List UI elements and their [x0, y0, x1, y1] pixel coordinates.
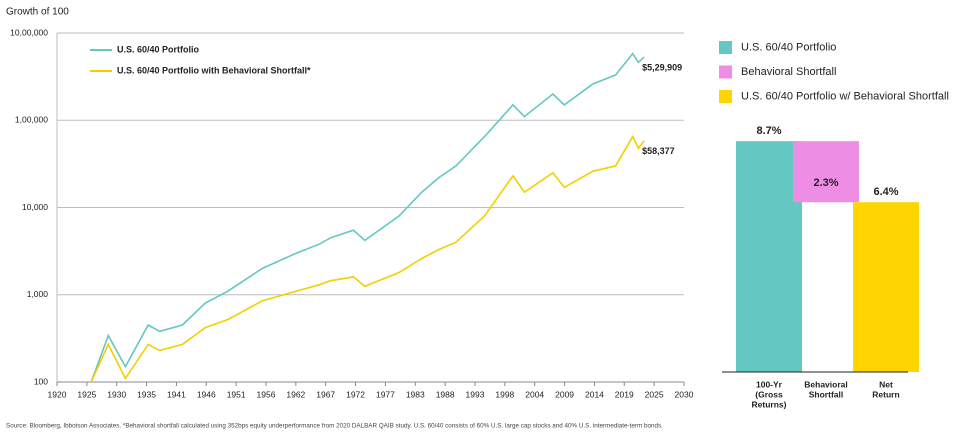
- y-tick-label: 10,000: [22, 202, 48, 212]
- category-label: Net: [879, 379, 893, 389]
- value-label: 8.7%: [756, 125, 781, 137]
- x-tick-label: 1977: [376, 389, 395, 399]
- category-label: Returns): [752, 399, 787, 409]
- value-label: 6.4%: [873, 186, 898, 198]
- x-tick-label: 1988: [436, 389, 455, 399]
- x-tick-label: 2004: [525, 389, 544, 399]
- x-tick-label: 1956: [257, 389, 276, 399]
- x-tick-label: 1941: [167, 389, 186, 399]
- y-axis-label: Growth of 100: [6, 7, 69, 18]
- series-line: [90, 52, 645, 383]
- legend-swatch: [719, 90, 732, 103]
- x-tick-label: 1972: [346, 389, 365, 399]
- value-label: 2.3%: [813, 177, 838, 189]
- category-label: Behavioral: [804, 379, 847, 389]
- legend-label: U.S. 60/40 Portfolio w/ Behavioral Short…: [741, 90, 949, 102]
- legend-label: U.S. 60/40 Portfolio: [117, 44, 200, 54]
- source-note: Source: Bloomberg, Ibbotson Associates. …: [6, 423, 663, 430]
- x-tick-label: 1967: [316, 389, 335, 399]
- legend-swatch: [719, 65, 732, 79]
- x-tick-label: 1993: [466, 389, 485, 399]
- category-label: 100-Yr: [756, 379, 783, 389]
- x-tick-label: 2030: [675, 389, 694, 399]
- category-label: Shortfall: [809, 389, 843, 399]
- bar: [793, 141, 859, 203]
- bar: [736, 141, 802, 372]
- x-tick-label: 2009: [555, 389, 574, 399]
- x-tick-label: 2025: [645, 389, 664, 399]
- x-tick-label: 1998: [495, 389, 514, 399]
- bar: [853, 202, 919, 372]
- y-tick-label: 10,00,000: [10, 27, 48, 37]
- x-tick-label: 1946: [197, 389, 216, 399]
- x-tick-label: 1962: [286, 389, 305, 399]
- y-tick-label: 1,00,000: [15, 115, 48, 125]
- series-line: [90, 134, 645, 383]
- category-label: (Gross: [755, 389, 783, 399]
- y-tick-label: 1,000: [27, 289, 49, 299]
- x-tick-label: 1983: [406, 389, 425, 399]
- legend-label: Behavioral Shortfall: [741, 66, 836, 78]
- legend-label: U.S. 60/40 Portfolio: [741, 41, 836, 53]
- end-label: $5,29,909: [642, 62, 682, 72]
- x-tick-label: 1925: [77, 389, 96, 399]
- x-tick-label: 2014: [585, 389, 604, 399]
- end-label: $58,377: [642, 146, 675, 156]
- legend-label: U.S. 60/40 Portfolio with Behavioral Sho…: [117, 65, 311, 75]
- x-tick-label: 1930: [107, 389, 126, 399]
- category-label: Return: [872, 389, 899, 399]
- x-tick-label: 1951: [227, 389, 246, 399]
- x-tick-label: 1920: [48, 389, 67, 399]
- x-tick-label: 2019: [615, 389, 634, 399]
- x-tick-label: 1935: [137, 389, 156, 399]
- legend-swatch: [719, 41, 732, 54]
- y-tick-label: 100: [34, 376, 48, 386]
